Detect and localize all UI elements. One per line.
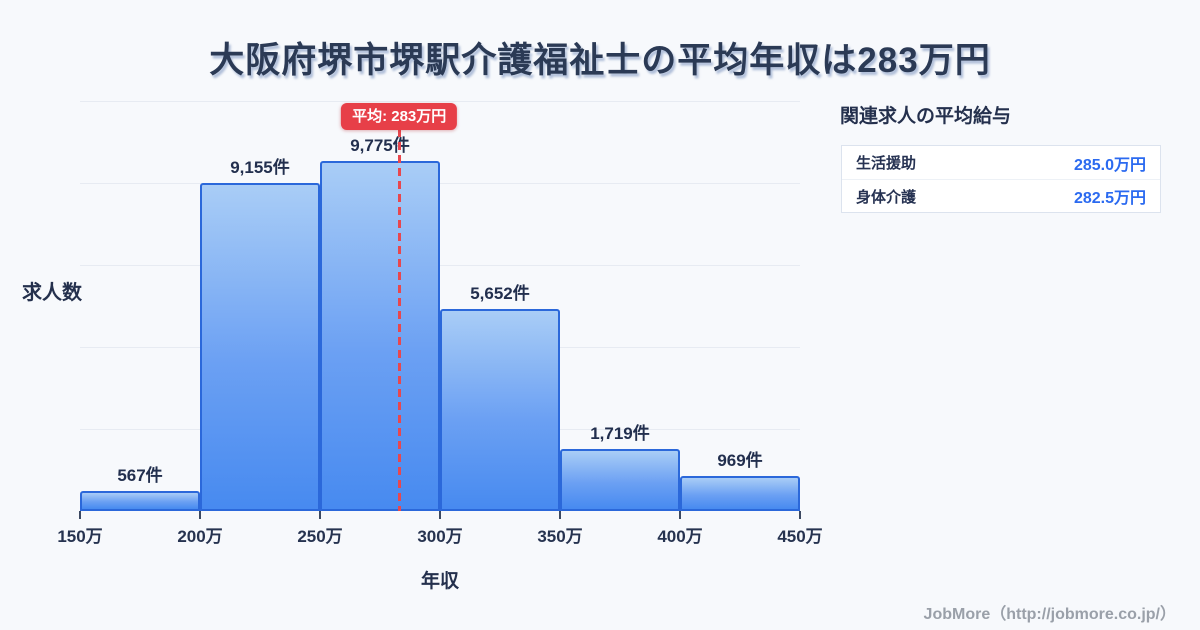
gridline [80, 101, 800, 102]
x-axis-tick [439, 511, 441, 519]
x-axis-tick [199, 511, 201, 519]
x-axis-tick-label: 150万 [57, 527, 103, 546]
histogram-bar [560, 449, 680, 511]
related-job-row: 身体介護 282.5万円 [842, 179, 1160, 212]
bar-value-label: 1,719件 [590, 424, 650, 443]
histogram-bar [200, 183, 320, 511]
x-axis-tick [679, 511, 681, 519]
related-job-label: 身体介護 [856, 188, 917, 206]
x-axis-tick-label: 300万 [417, 527, 463, 546]
bar-value-label: 9,155件 [230, 158, 290, 177]
gridline [80, 265, 800, 266]
bar-value-label: 567件 [117, 466, 163, 485]
x-axis-tick [79, 511, 81, 519]
related-job-row: 生活援助 285.0万円 [842, 146, 1160, 179]
bar-value-label: 9,775件 [350, 136, 410, 155]
related-job-value: 282.5万円 [1073, 190, 1146, 207]
x-axis-tick-label: 250万 [297, 527, 343, 546]
histogram-bar [440, 309, 560, 511]
histogram-bar [320, 161, 440, 511]
average-line [397, 129, 401, 511]
bar-value-label: 969件 [717, 451, 763, 470]
gridline [80, 183, 800, 184]
source-credit: JobMore（http://jobmore.co.jp/） [923, 606, 1176, 623]
x-axis-tick-label: 450万 [777, 527, 823, 546]
histogram-bar [680, 476, 800, 511]
bar-value-label: 5,652件 [470, 284, 530, 303]
x-axis-title: 年収 [420, 571, 459, 592]
x-axis-tick [319, 511, 321, 519]
x-axis-tick [799, 511, 801, 519]
histogram-bar [80, 491, 200, 511]
related-job-label: 生活援助 [856, 155, 917, 172]
x-axis-tick-label: 350万 [537, 527, 583, 546]
page-title: 大阪府堺市堺駅介護福祉士の平均年収は283万円 [209, 41, 991, 80]
average-badge: 平均: 283万円 [341, 103, 458, 130]
y-axis-title: 求人数 [22, 282, 82, 304]
x-axis-tick [559, 511, 561, 519]
x-axis-tick-label: 200万 [177, 527, 223, 546]
related-jobs-card: 生活援助 285.0万円 身体介護 282.5万円 [841, 145, 1161, 213]
related-jobs-heading: 関連求人の平均給与 [840, 106, 1012, 127]
histogram-plot-area: 567件 9,155件 9,775件 5,652件 1,719件 969件 平均… [57, 101, 823, 546]
x-axis-tick-label: 400万 [657, 527, 703, 546]
related-job-value: 285.0万円 [1073, 156, 1146, 174]
